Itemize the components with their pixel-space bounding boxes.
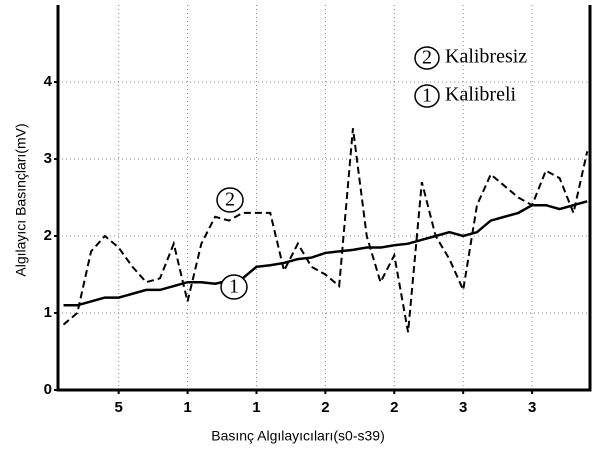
y-tick-label: 3 xyxy=(44,150,52,167)
x-tick-label: 5 xyxy=(114,399,122,416)
legend-marker: 1 xyxy=(422,85,432,107)
legend-label: Kalibreli xyxy=(445,84,517,106)
legend-circle xyxy=(414,46,440,70)
series-tag-circle xyxy=(216,187,244,213)
axes-frame xyxy=(56,5,592,392)
x-tick-label: 2 xyxy=(390,399,398,416)
series-line xyxy=(63,200,588,307)
series-tag: 1 xyxy=(229,276,239,298)
y-tick-label: 0 xyxy=(44,381,52,398)
series-tag: 2 xyxy=(225,189,235,211)
legend-label: Kalibresiz xyxy=(445,46,527,68)
x-tick-label: 3 xyxy=(459,399,467,416)
x-tick-label: 3 xyxy=(528,399,536,416)
legend-circle xyxy=(414,84,440,108)
y-axis-label: Algılayıcı Basınçları(mV) xyxy=(13,123,29,276)
y-tick-label: 4 xyxy=(44,73,53,90)
x-tick-label: 1 xyxy=(252,399,260,416)
x-tick-label: 1 xyxy=(183,399,191,416)
y-tick-label: 2 xyxy=(44,227,52,244)
series-line xyxy=(62,128,589,333)
x-tick-label: 2 xyxy=(321,399,329,416)
x-axis-label: Basınç Algılayıcıları(s0-s39) xyxy=(211,428,385,444)
legend-marker: 2 xyxy=(422,47,432,69)
series-tag-circle xyxy=(220,274,248,300)
y-tick-label: 1 xyxy=(44,304,52,321)
